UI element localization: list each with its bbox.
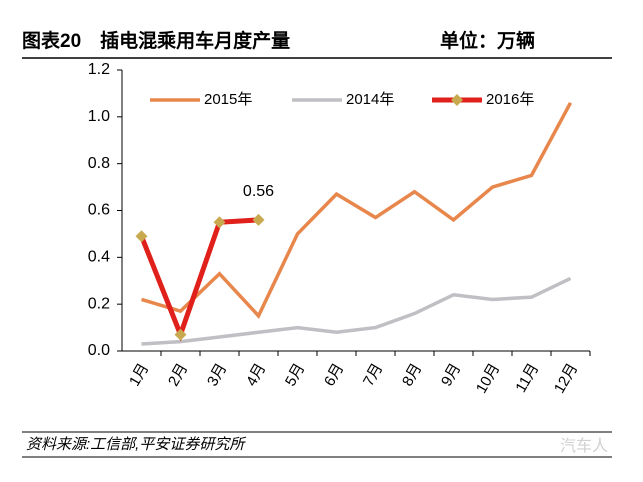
series-line [140, 101, 573, 319]
x-tick-label: 4月 [243, 360, 269, 389]
x-tick-label: 1月 [126, 360, 152, 389]
y-tick-label: 1.2 [88, 61, 110, 78]
watermark: 汽车人 [560, 437, 608, 455]
data-marker [252, 213, 265, 226]
x-tick-label: 8月 [399, 360, 425, 389]
x-tick-label: 11月 [512, 360, 542, 395]
unit-label: 单位：万辆 [440, 29, 535, 52]
x-tick-label: 3月 [204, 360, 230, 389]
legend-label: 2016年 [486, 91, 534, 108]
data-marker [135, 230, 148, 243]
x-tick-label: 7月 [360, 360, 386, 389]
chart-title: 图表20 插电混乘用车月度产量 [22, 29, 290, 52]
data-marker [174, 328, 187, 341]
x-tick-label: 6月 [321, 360, 347, 389]
data-label: 0.56 [243, 183, 274, 200]
legend-label: 2015年 [204, 91, 252, 108]
y-tick-label: 0.4 [88, 249, 110, 266]
series-line [141, 276, 572, 346]
x-tick-label: 9月 [438, 360, 464, 389]
x-tick-label: 5月 [282, 360, 308, 389]
y-tick-label: 0.8 [88, 155, 110, 172]
legend-marker [451, 94, 463, 106]
x-tick-label: 2月 [165, 360, 191, 389]
y-tick-label: 1.0 [88, 108, 110, 125]
x-tick-label: 12月 [551, 360, 582, 396]
y-tick-label: 0.2 [88, 295, 110, 312]
x-tick-label: 10月 [473, 360, 504, 396]
legend-label: 2014年 [346, 91, 394, 108]
y-tick-label: 0.6 [88, 202, 110, 219]
data-marker [213, 216, 226, 229]
y-tick-label: 0.0 [88, 342, 110, 359]
source: 资料来源:工信部,平安证券研究所 [26, 436, 246, 453]
series-line [139, 217, 259, 342]
